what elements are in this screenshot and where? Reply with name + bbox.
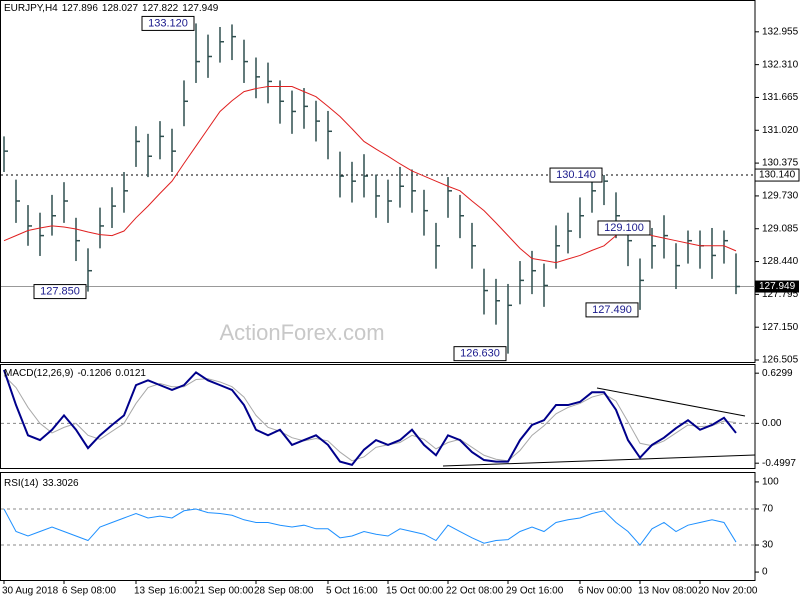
watermark: ActionForex.com xyxy=(219,320,384,345)
high: 128.027 xyxy=(101,3,139,14)
indicator-line xyxy=(3,375,737,462)
y-tick-label: 130.375 xyxy=(762,158,799,169)
y-tick-label: 126.505 xyxy=(762,355,799,366)
price-box xyxy=(755,280,799,293)
level-label: 130.140 xyxy=(759,170,796,181)
callout-label: 130.140 xyxy=(556,169,596,181)
callout-label: 133.120 xyxy=(148,17,188,29)
x-tick-label: 21 Sep 00:00 xyxy=(194,586,254,597)
level-box xyxy=(754,168,800,182)
x-tick-label: 28 Sep 08:00 xyxy=(254,586,314,597)
y-tick-label: -0.4997 xyxy=(762,458,796,469)
x-tick-label: 29 Oct 16:00 xyxy=(506,586,564,597)
rsi-header: RSI(14) 33.3026 xyxy=(4,478,79,489)
trendline xyxy=(442,454,756,467)
y-tick-label: 132.310 xyxy=(762,59,799,70)
open: 127.896 xyxy=(61,3,98,14)
indicator-line xyxy=(3,369,737,466)
y-tick-label: 131.665 xyxy=(762,92,799,103)
symbol: EURJPY,H4 xyxy=(4,3,58,14)
y-tick-label: 127.795 xyxy=(762,289,799,300)
readout: -0.1206 xyxy=(77,368,112,379)
y-tick-label: 127.150 xyxy=(762,322,799,333)
callout-box xyxy=(585,302,639,318)
y-tick-label: 129.085 xyxy=(762,223,799,234)
close: 127.949 xyxy=(182,3,219,14)
panel-frame xyxy=(0,472,756,581)
indicator-name: MACD(12,26,9) xyxy=(4,368,74,379)
x-tick-label: 6 Nov 00:00 xyxy=(578,586,632,597)
callout-box xyxy=(33,284,87,300)
readout: 33.3026 xyxy=(42,478,79,489)
y-tick-label: 100 xyxy=(762,477,779,488)
callout-box xyxy=(141,15,195,31)
callout-label: 127.850 xyxy=(40,285,80,297)
indicator-name: RSI(14) xyxy=(4,478,39,489)
x-tick-label: 20 Nov 20:00 xyxy=(698,586,758,597)
panel-frame xyxy=(0,0,756,363)
panel-frame xyxy=(0,364,756,469)
main-header: EURJPY,H4 127.896 128.027 127.822 127.94… xyxy=(4,3,218,14)
y-tick-label: 132.955 xyxy=(762,26,799,37)
callout-box xyxy=(549,167,603,183)
callout-label: 129.100 xyxy=(604,222,644,234)
x-tick-label: 13 Nov 08:00 xyxy=(638,586,698,597)
indicator-line xyxy=(3,508,737,546)
y-tick-label: 128.440 xyxy=(762,256,799,267)
y-tick-label: 30 xyxy=(762,540,774,551)
macd-header: MACD(12,26,9) -0.1206 0.0121 xyxy=(4,368,146,379)
x-tick-label: 22 Oct 08:00 xyxy=(446,586,504,597)
y-tick-label: 131.020 xyxy=(762,125,799,136)
trendline xyxy=(596,387,746,417)
callout-label: 127.490 xyxy=(592,304,632,316)
x-tick-label: 13 Sep 16:00 xyxy=(134,586,194,597)
callout-box xyxy=(597,220,651,236)
y-tick-label: 129.730 xyxy=(762,191,799,202)
x-tick-label: 30 Aug 2018 xyxy=(2,586,59,597)
y-tick-label: 0.6299 xyxy=(762,368,793,379)
x-tick-label: 6 Sep 08:00 xyxy=(62,586,116,597)
x-tick-label: 5 Oct 16:00 xyxy=(326,586,378,597)
callout-box xyxy=(453,346,507,362)
y-tick-label: 0.00 xyxy=(762,418,782,429)
callout-label: 126.630 xyxy=(460,348,500,360)
moving-average xyxy=(3,86,737,264)
readout: 0.0121 xyxy=(115,368,146,379)
y-tick-label: 70 xyxy=(762,504,774,515)
price-label: 127.949 xyxy=(759,281,796,292)
y-tick-label: 0 xyxy=(762,567,768,578)
low: 127.822 xyxy=(142,3,179,14)
x-tick-label: 15 Oct 00:00 xyxy=(386,586,444,597)
